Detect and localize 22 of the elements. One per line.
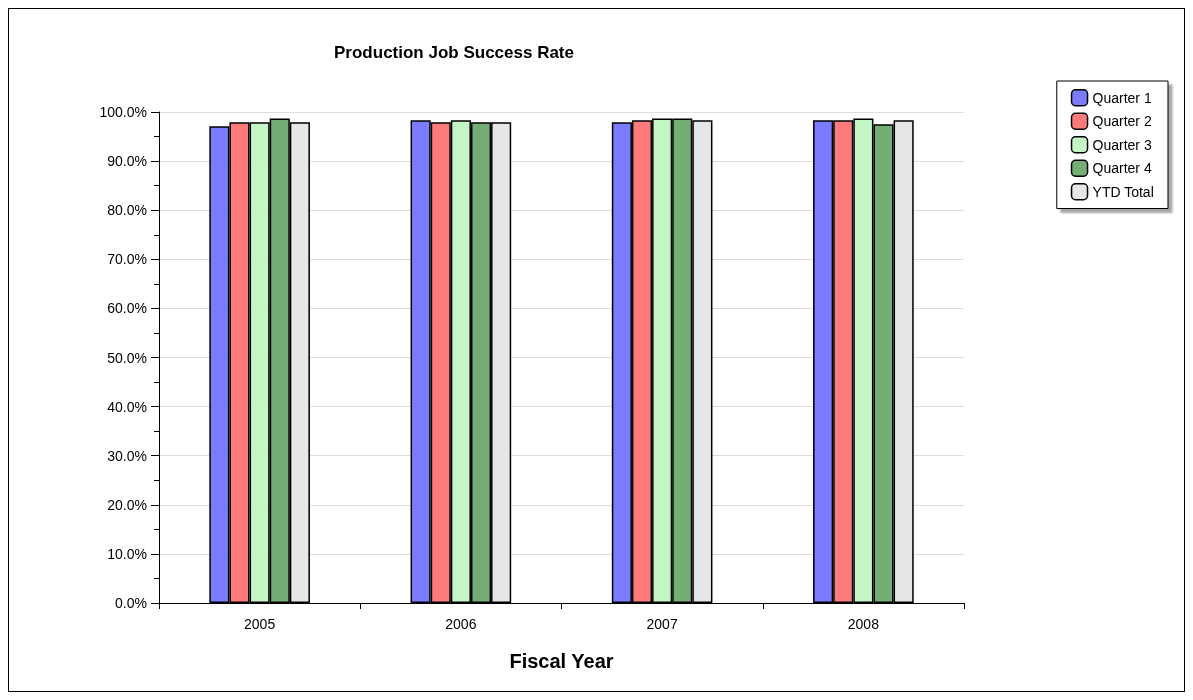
- y-tick-label: 20.0%: [107, 496, 147, 513]
- y-tick-label: 10.0%: [107, 545, 147, 562]
- x-tick-label: 2008: [847, 616, 880, 632]
- legend-label: Quarter 1: [1092, 89, 1152, 106]
- y-tick-label: 80.0%: [107, 202, 147, 219]
- x-axis-title: Fiscal Year: [509, 650, 614, 672]
- y-tick-label: 100.0%: [99, 104, 147, 120]
- legend-label: Quarter 2: [1092, 113, 1152, 130]
- y-tick-label: 60.0%: [107, 300, 147, 317]
- y-tick-label: 40.0%: [107, 398, 147, 415]
- y-tick-label: 0.0%: [115, 595, 147, 611]
- x-tick-label: 2007: [646, 616, 678, 632]
- y-tick-label: 90.0%: [107, 153, 147, 170]
- legend-label: Quarter 3: [1092, 136, 1152, 153]
- legend-label: Quarter 4: [1092, 160, 1152, 177]
- y-tick-label: 30.0%: [107, 447, 147, 464]
- x-tick-label: 2005: [244, 616, 276, 632]
- chart-title: Production Job Success Rate: [334, 43, 574, 62]
- y-tick-label: 50.0%: [107, 349, 147, 366]
- y-tick-label: 70.0%: [107, 251, 147, 268]
- legend-label: YTD Total: [1092, 183, 1154, 200]
- x-tick-label: 2006: [445, 616, 477, 632]
